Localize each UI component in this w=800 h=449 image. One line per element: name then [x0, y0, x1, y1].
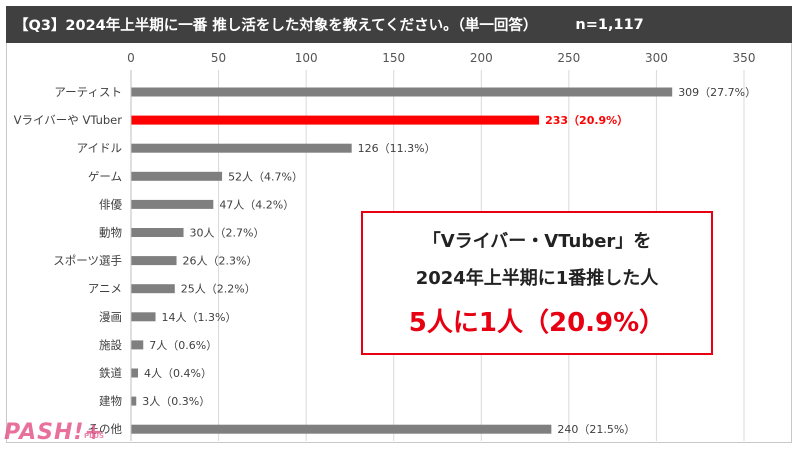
data-label: 26人（2.3%） — [183, 255, 258, 268]
question-title: 【Q3】2024年上半期に一番 推し活をした対象を教えてください。（単一回答） — [14, 18, 538, 34]
bar — [131, 284, 175, 294]
data-label: 30人（2.7%） — [190, 227, 265, 240]
category-label: その他 — [88, 422, 123, 436]
callout-line-1: 「Vライバー・VTuber」を — [422, 231, 652, 252]
category-label: Vライバーや VTuber — [14, 113, 123, 127]
callout-line-3: 5人に1人（20.9%） — [408, 308, 666, 338]
x-tick-label: 350 — [733, 51, 756, 65]
category-label: ゲーム — [88, 169, 122, 183]
bar — [131, 424, 552, 434]
data-label: 7人（0.6%） — [149, 339, 217, 352]
bar — [131, 340, 144, 350]
brand-logo: PASH!+ — [4, 420, 104, 445]
chart-header: 【Q3】2024年上半期に一番 推し活をした対象を教えてください。（単一回答） … — [6, 6, 792, 43]
data-label: 47人（4.2%） — [219, 198, 294, 211]
x-tick-label: 300 — [645, 51, 668, 65]
data-label: 126（11.3%） — [358, 142, 436, 155]
category-label: 施設 — [99, 338, 122, 352]
category-label: 動物 — [99, 226, 122, 240]
x-tick-label: 0 — [127, 51, 135, 65]
category-label: 鉄道 — [99, 366, 122, 380]
bar — [131, 199, 214, 209]
data-label: 4人（0.4%） — [144, 367, 212, 380]
x-tick-label: 250 — [557, 51, 580, 65]
bar — [131, 312, 156, 322]
sample-size: n=1,117 — [575, 16, 644, 33]
category-label: 漫画 — [99, 310, 122, 324]
brand-logo-sub: PLUS — [84, 432, 105, 440]
category-label: アイドル — [77, 141, 122, 155]
bar — [131, 396, 137, 406]
data-label: 3人（0.3%） — [142, 395, 210, 408]
x-tick-label: 150 — [382, 51, 405, 65]
category-label: アニメ — [88, 282, 122, 296]
data-label: 25人（2.2%） — [181, 283, 256, 296]
x-tick-label: 50 — [211, 51, 226, 65]
callout-line-2: 2024年上半期に1番推した人 — [415, 268, 659, 289]
bar — [131, 228, 184, 237]
bar — [131, 171, 223, 181]
category-label: 建物 — [99, 394, 122, 408]
data-label: 233（20.9%） — [545, 114, 628, 127]
bar — [131, 87, 673, 97]
data-label: 240（21.5%） — [557, 423, 635, 436]
bar — [131, 143, 352, 153]
bar — [131, 115, 540, 125]
x-tick-label: 200 — [470, 51, 493, 65]
data-label: 14人（1.3%） — [162, 311, 237, 324]
x-tick-label: 100 — [295, 51, 318, 65]
bar — [131, 256, 177, 266]
data-label: 52人（4.7%） — [228, 170, 303, 183]
bar — [131, 368, 139, 378]
category-label: アーティスト — [54, 85, 122, 99]
highlight-callout: 「Vライバー・VTuber」を 2024年上半期に1番推した人 5人に1人（20… — [361, 211, 713, 355]
data-label: 309（27.7%） — [678, 86, 756, 99]
category-label: 俳優 — [99, 197, 122, 211]
category-label: スポーツ選手 — [53, 254, 122, 268]
